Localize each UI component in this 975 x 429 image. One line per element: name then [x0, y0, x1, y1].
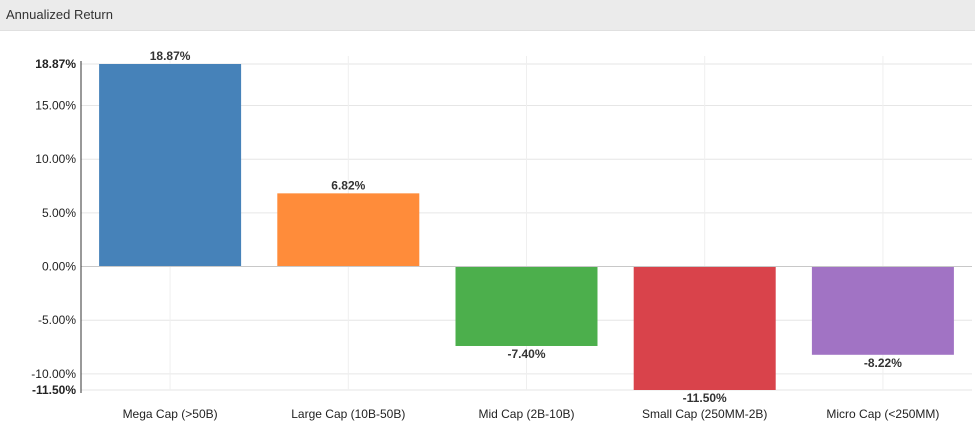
- y-tick-label: -10.00%: [31, 367, 76, 381]
- y-tick-label: 18.87%: [35, 57, 76, 71]
- bar: [99, 64, 242, 267]
- bar: [811, 266, 954, 355]
- bar-data-label: 6.82%: [331, 178, 365, 192]
- y-tick-label: 10.00%: [35, 152, 76, 166]
- x-category-label: Micro Cap (<250MM): [826, 407, 939, 421]
- bar: [277, 193, 420, 267]
- x-category-label: Large Cap (10B-50B): [291, 407, 405, 421]
- y-tick-label: 5.00%: [42, 206, 76, 220]
- y-tick-label: 0.00%: [42, 260, 76, 274]
- y-tick-label: 15.00%: [35, 99, 76, 113]
- bar: [455, 266, 598, 346]
- panel-title: Annualized Return: [6, 7, 113, 22]
- x-category-label: Mega Cap (>50B): [123, 407, 218, 421]
- bar-data-label: -8.22%: [864, 356, 902, 370]
- bar: [633, 266, 776, 390]
- panel-header: Annualized Return: [0, 0, 975, 31]
- x-category-label: Mid Cap (2B-10B): [478, 407, 574, 421]
- y-tick-label: -11.50%: [32, 383, 76, 397]
- y-tick-label: -5.00%: [38, 313, 76, 327]
- x-category-label: Small Cap (250MM-2B): [642, 407, 767, 421]
- bar-data-label: 18.87%: [150, 49, 191, 63]
- bar-data-label: -7.40%: [507, 347, 545, 361]
- bar-data-label: -11.50%: [683, 391, 727, 405]
